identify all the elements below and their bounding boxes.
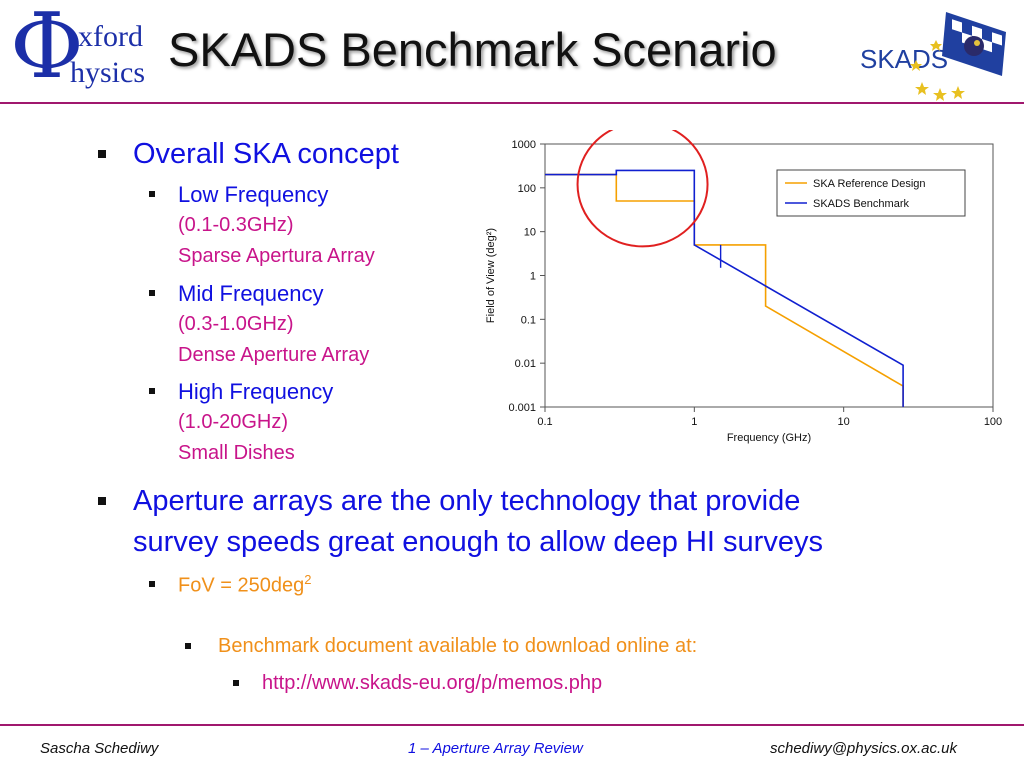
benchmark-document-text: Benchmark document available to download… bbox=[218, 635, 698, 657]
footer-author: Sascha Schediwy bbox=[40, 740, 159, 757]
bullet-square-icon bbox=[149, 388, 155, 394]
checkered-flag-icon bbox=[942, 12, 1006, 76]
phi-icon: Φ bbox=[10, 0, 84, 99]
y-tick-label: 0.01 bbox=[515, 358, 536, 370]
oxford-physics-logo: Φ xford hysics bbox=[10, 2, 150, 100]
mid-frequency-desc: Dense Aperture Array bbox=[178, 344, 370, 366]
bullet-overall-ska: Overall SKA concept bbox=[133, 138, 399, 170]
legend-label-1: SKA Reference Design bbox=[813, 178, 926, 190]
bullet-square-icon bbox=[149, 290, 155, 296]
skads-logo: SKADS bbox=[856, 4, 1024, 102]
bullet-square-icon bbox=[149, 191, 155, 197]
y-axis-label: Field of View (deg²) bbox=[485, 228, 497, 323]
bullet-square-icon bbox=[185, 643, 191, 649]
high-frequency-desc: Small Dishes bbox=[178, 442, 295, 464]
fov-text: FoV = 250deg2 bbox=[178, 572, 311, 598]
y-tick-label: 1 bbox=[530, 271, 536, 283]
x-tick-label: 0.1 bbox=[537, 416, 552, 428]
stars-icon bbox=[910, 40, 965, 101]
legend-label-2: SKADS Benchmark bbox=[813, 198, 909, 210]
fov-superscript: 2 bbox=[304, 572, 312, 587]
y-tick-label: 100 bbox=[518, 183, 536, 195]
x-tick-label: 100 bbox=[984, 416, 1002, 428]
footer-presentation: 1 – Aperture Array Review bbox=[408, 740, 583, 757]
bullet-square-icon bbox=[98, 150, 106, 158]
aperture-arrays-line2: survey speeds great enough to allow deep… bbox=[133, 526, 823, 558]
aperture-arrays-line1: Aperture arrays are the only technology … bbox=[133, 485, 801, 517]
low-frequency-range: (0.1-0.3GHz) bbox=[178, 214, 294, 236]
fov-frequency-chart: 0.1 1 10 100 0.001 0.01 0.1 1 10 100 1000 Frequency… bbox=[480, 121, 1004, 460]
y-tick-label: 1000 bbox=[512, 139, 536, 151]
x-tick-label: 1 bbox=[691, 416, 697, 428]
mid-frequency-label: Mid Frequency bbox=[178, 281, 324, 306]
fov-prefix: FoV = 250deg bbox=[178, 574, 305, 597]
bullet-square-icon bbox=[98, 497, 106, 505]
logo-word-xford: xford bbox=[78, 20, 143, 53]
page-title: SKADS Benchmark Scenario bbox=[168, 23, 777, 76]
y-tick-label: 0.1 bbox=[521, 314, 536, 326]
low-frequency-label: Low Frequency bbox=[178, 182, 329, 207]
x-axis-label: Frequency (GHz) bbox=[727, 432, 811, 444]
bullet-square-icon bbox=[233, 680, 239, 686]
series-line-2 bbox=[545, 169, 904, 407]
x-tick-label: 10 bbox=[838, 416, 850, 428]
logo-word-hysics: hysics bbox=[70, 56, 145, 89]
footer-email: schediwy@physics.ox.ac.uk bbox=[770, 740, 957, 757]
bullet-square-icon bbox=[149, 581, 155, 587]
low-frequency-desc: Sparse Apertura Array bbox=[178, 245, 375, 267]
footer-rule bbox=[0, 724, 1024, 726]
benchmark-url-link[interactable]: http://www.skads-eu.org/p/memos.php bbox=[262, 672, 603, 694]
chart-svg: 0.1 1 10 100 0.001 0.01 0.1 1 10 100 1000 Frequency… bbox=[485, 121, 1002, 444]
mid-frequency-range: (0.3-1.0GHz) bbox=[178, 313, 294, 335]
header-rule bbox=[0, 102, 1024, 104]
high-frequency-range: (1.0-20GHz) bbox=[178, 411, 289, 433]
legend-box bbox=[776, 169, 966, 217]
high-frequency-label: High Frequency bbox=[178, 379, 334, 404]
y-tick-label: 10 bbox=[524, 227, 536, 239]
y-tick-label: 0.001 bbox=[508, 402, 536, 414]
